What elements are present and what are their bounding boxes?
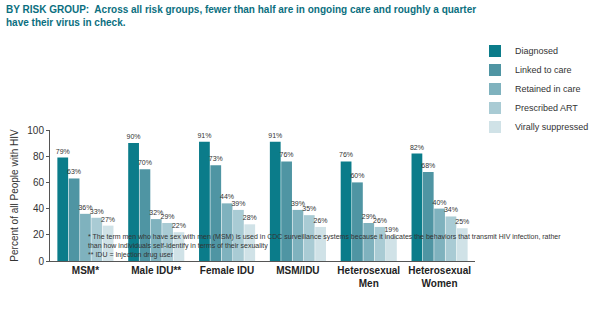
svg-text:25%: 25% bbox=[455, 218, 469, 225]
svg-text:76%: 76% bbox=[280, 151, 294, 158]
svg-text:91%: 91% bbox=[268, 132, 282, 139]
svg-text:60: 60 bbox=[33, 177, 45, 188]
svg-text:40: 40 bbox=[33, 203, 45, 214]
svg-text:MSM/IDU: MSM/IDU bbox=[276, 265, 319, 276]
svg-text:26%: 26% bbox=[373, 217, 387, 224]
svg-text:73%: 73% bbox=[209, 155, 223, 162]
svg-text:91%: 91% bbox=[197, 132, 211, 139]
svg-text:39%: 39% bbox=[231, 200, 245, 207]
svg-text:90%: 90% bbox=[127, 133, 141, 140]
svg-text:27%: 27% bbox=[101, 216, 115, 223]
svg-text:HeterosexualMen: HeterosexualMen bbox=[337, 265, 400, 289]
svg-text:33%: 33% bbox=[90, 208, 104, 215]
svg-text:70%: 70% bbox=[138, 159, 152, 166]
svg-text:79%: 79% bbox=[56, 148, 70, 155]
svg-text:26%: 26% bbox=[314, 217, 328, 224]
svg-text:29%: 29% bbox=[362, 213, 376, 220]
svg-text:80: 80 bbox=[33, 151, 45, 162]
svg-text:63%: 63% bbox=[67, 168, 81, 175]
svg-text:19%: 19% bbox=[384, 226, 398, 233]
svg-text:82%: 82% bbox=[410, 144, 424, 151]
svg-text:34%: 34% bbox=[444, 206, 458, 213]
svg-text:Percent of all People with HIV: Percent of all People with HIV bbox=[9, 129, 20, 262]
svg-text:68%: 68% bbox=[421, 162, 435, 169]
svg-text:76%: 76% bbox=[339, 151, 353, 158]
svg-text:100: 100 bbox=[27, 125, 44, 136]
svg-text:22%: 22% bbox=[172, 222, 186, 229]
svg-text:39%: 39% bbox=[291, 200, 305, 207]
svg-text:HeterosexualWomen: HeterosexualWomen bbox=[408, 265, 471, 289]
svg-text:* The term men who have sex wi: * The term men who have sex with men (MS… bbox=[88, 233, 561, 259]
svg-text:MSM*: MSM* bbox=[72, 265, 99, 276]
svg-text:32%: 32% bbox=[149, 209, 163, 216]
svg-text:44%: 44% bbox=[220, 193, 234, 200]
svg-text:BY RISK GROUP: Across all ris: BY RISK GROUP: Across all risk groups, f… bbox=[6, 4, 476, 28]
svg-text:20: 20 bbox=[33, 229, 45, 240]
svg-text:60%: 60% bbox=[350, 172, 364, 179]
svg-text:0: 0 bbox=[38, 256, 44, 267]
svg-text:29%: 29% bbox=[161, 213, 175, 220]
svg-text:36%: 36% bbox=[78, 204, 92, 211]
svg-text:Male IDU**: Male IDU** bbox=[131, 265, 181, 276]
svg-text:40%: 40% bbox=[433, 199, 447, 206]
svg-text:Linked to care: Linked to care bbox=[515, 65, 572, 75]
svg-text:Retained in care: Retained in care bbox=[515, 84, 581, 94]
svg-text:Diagnosed: Diagnosed bbox=[515, 46, 558, 56]
svg-text:Female IDU: Female IDU bbox=[200, 265, 254, 276]
svg-text:Prescribed ART: Prescribed ART bbox=[515, 103, 578, 113]
svg-text:Virally suppressed: Virally suppressed bbox=[515, 122, 588, 132]
svg-text:28%: 28% bbox=[243, 214, 257, 221]
svg-text:35%: 35% bbox=[302, 205, 316, 212]
